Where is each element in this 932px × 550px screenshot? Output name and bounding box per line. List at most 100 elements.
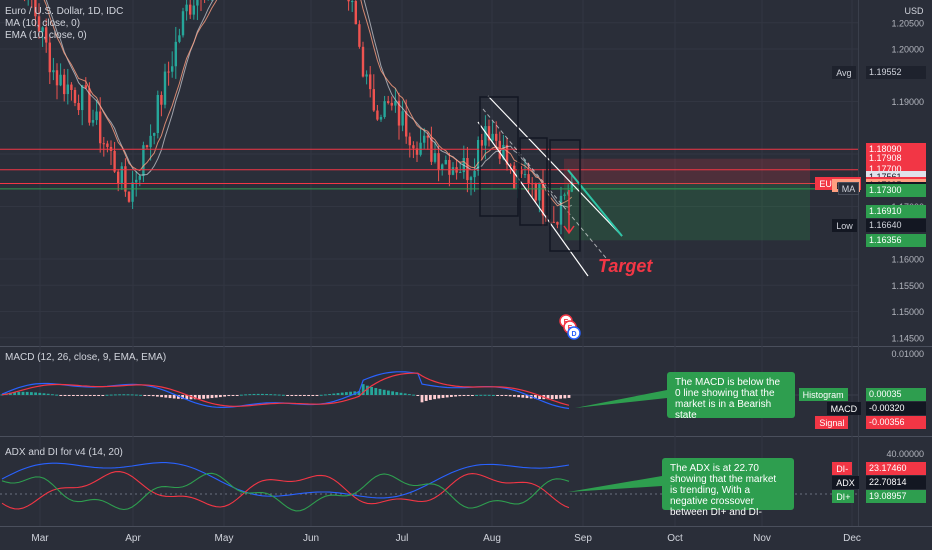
- macd-histogram-bar: [345, 392, 348, 395]
- price-tick-label: 1.15500: [891, 281, 924, 291]
- candle-body: [451, 167, 455, 175]
- candle-body: [77, 102, 80, 111]
- candle-body: [477, 140, 480, 171]
- adx-legend[interactable]: ADX and DI for v4 (14, 20): [5, 447, 123, 458]
- candle-body: [120, 166, 123, 184]
- ema-line[interactable]: [3, 0, 573, 207]
- macd-histogram-bar: [30, 392, 33, 395]
- pattern-box-1[interactable]: [479, 96, 519, 217]
- down-arrow-icon[interactable]: [563, 190, 575, 235]
- macd-histogram-bar: [336, 393, 340, 395]
- macd-histogram-bar: [164, 395, 168, 398]
- macd-histogram-bar: [303, 395, 306, 396]
- candle-body: [142, 145, 145, 176]
- ema-legend[interactable]: EMA (10, close, 0): [5, 30, 87, 41]
- macd-histogram-bar: [445, 395, 449, 398]
- macd-histogram-bar: [462, 395, 466, 396]
- macd-histogram-bar: [508, 395, 512, 397]
- channel-mid-line[interactable]: [482, 108, 607, 259]
- candle-body: [527, 174, 530, 184]
- candle-body: [347, 0, 350, 2]
- macd-histogram-bar: [559, 395, 562, 399]
- price-tag-level-value: 1.16910: [866, 204, 926, 218]
- candle-body: [95, 111, 98, 121]
- target-zone[interactable]: [564, 183, 810, 241]
- macd-histogram-bar: [122, 394, 126, 396]
- candle-body: [509, 164, 512, 166]
- candle-body: [41, 27, 44, 32]
- macd-legend[interactable]: MACD (12, 26, close, 9, EMA, EMA): [5, 352, 167, 363]
- macd-histogram-bar: [214, 395, 218, 398]
- macd-histogram-bar: [416, 395, 420, 396]
- adx-tag-di-minusplus-value: 19.08957: [866, 489, 926, 503]
- macd-histogram-bar: [76, 395, 79, 396]
- macd-histogram-bar: [361, 384, 365, 395]
- candle-body: [387, 101, 390, 103]
- candle-body: [171, 66, 174, 72]
- candle-body: [505, 144, 509, 165]
- macd-histogram-bar: [181, 395, 184, 400]
- candle-body: [145, 145, 149, 148]
- event-bubble-icon[interactable]: [567, 326, 581, 340]
- price-tick-label: 1.16000: [891, 255, 924, 265]
- macd-histogram-bar: [177, 395, 180, 399]
- adx-tag-di-minus-value: 23.17460: [866, 461, 926, 475]
- stop-zone[interactable]: [564, 158, 810, 184]
- candle-body: [448, 159, 451, 175]
- candle-body: [196, 0, 199, 6]
- channel-projection-line[interactable]: [567, 169, 623, 237]
- candle-body: [160, 95, 163, 105]
- signal-line[interactable]: [1, 372, 570, 407]
- ma-legend[interactable]: MA (10, close, 0): [5, 18, 81, 29]
- ma-line[interactable]: [3, 0, 573, 208]
- macd-histogram-bar: [332, 393, 336, 395]
- macd-histogram-bar: [143, 395, 147, 396]
- candle-body: [541, 182, 545, 216]
- candle-body: [401, 111, 404, 126]
- macd-histogram-bar: [290, 395, 294, 396]
- macd-histogram-bar: [378, 388, 382, 395]
- candle-body: [408, 136, 411, 146]
- macd-histogram-bar: [118, 394, 121, 396]
- adx-line[interactable]: [1, 462, 570, 499]
- macd-histogram-bar: [63, 395, 67, 396]
- candle-body: [178, 35, 181, 42]
- macd-histogram-bar: [0, 394, 4, 396]
- candle-body: [358, 24, 361, 47]
- price-tag-avg-value: 1.19552: [866, 66, 926, 80]
- candle-body: [365, 74, 368, 77]
- price-tick-label: 1.19000: [891, 97, 924, 107]
- candle-body: [437, 153, 440, 170]
- candle-body: [52, 70, 55, 73]
- channel-upper-line[interactable]: [487, 95, 623, 237]
- symbol-legend[interactable]: Euro / U.S. Dollar, 1D, IDC MA (10, clos…: [5, 6, 123, 42]
- di-minus-line[interactable]: [1, 471, 570, 510]
- macd-tag-histogram-label: Histogram: [798, 387, 848, 401]
- candle-body: [376, 110, 379, 120]
- currency-label: USD: [904, 6, 924, 16]
- candle-body: [81, 85, 84, 111]
- di-plus-line[interactable]: [1, 472, 570, 512]
- macd-histogram-bar: [273, 394, 277, 396]
- macd-callout-text: The MACD is below the 0 line showing tha…: [675, 377, 781, 421]
- adx-callout[interactable]: The ADX is at 22.70 showing that the mar…: [662, 458, 794, 518]
- macd-callout[interactable]: The MACD is below the 0 line showing tha…: [667, 372, 795, 421]
- candle-body: [484, 126, 487, 146]
- macd-histogram-bar: [500, 395, 504, 396]
- price-tick-label: 1.20000: [891, 45, 924, 55]
- macd-histogram-bar: [206, 395, 210, 399]
- price-tick-label: 1.15000: [891, 307, 924, 317]
- macd-tag-macd-label: MACD: [826, 401, 862, 415]
- pattern-box-3[interactable]: [549, 139, 581, 252]
- time-axis-label-aug: Aug: [483, 533, 501, 544]
- macd-histogram-bar: [504, 395, 508, 396]
- target-label[interactable]: Target: [598, 256, 653, 276]
- macd-histogram-bar: [156, 395, 159, 397]
- candle-body: [117, 171, 120, 184]
- pattern-box-2[interactable]: [519, 137, 548, 226]
- price-tag-low-label: Low: [832, 218, 857, 232]
- adx-tag-di-minusplus-label: DI+: [832, 489, 855, 503]
- adx-tag-di-minus-label: DI-: [832, 461, 853, 475]
- candle-body: [73, 90, 77, 103]
